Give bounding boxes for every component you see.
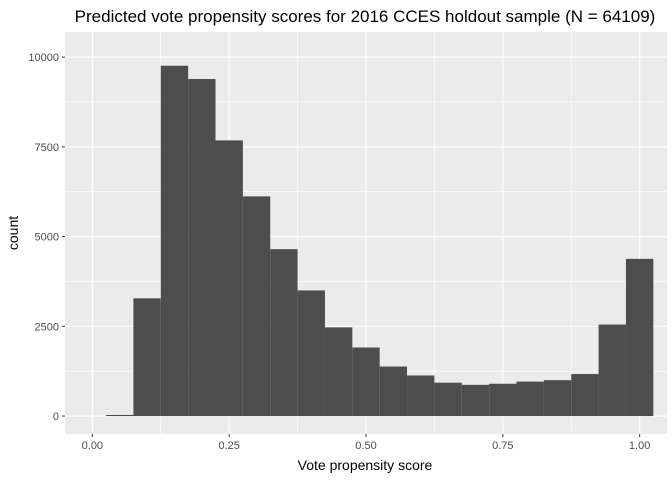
x-tick-label: 0.00 (82, 440, 103, 452)
y-axis: 0 2500 5000 7500 10000 (28, 52, 65, 423)
y-tick-label: 10000 (28, 52, 59, 64)
y-tick-label: 7500 (35, 142, 59, 154)
histogram-bar (625, 258, 654, 417)
histogram-bar (242, 196, 271, 417)
histogram-bar (324, 327, 353, 417)
histogram-bar (543, 380, 572, 417)
histogram-bar (598, 324, 626, 417)
histogram-bar (188, 79, 216, 417)
histogram-bar (461, 384, 490, 417)
y-axis-title: count (5, 216, 21, 250)
histogram-bar (407, 375, 435, 417)
histogram-bar (516, 381, 544, 417)
histogram-bar (352, 347, 380, 417)
histogram-bar (379, 366, 408, 417)
histogram-bar (297, 290, 325, 417)
histogram-bar (434, 382, 462, 417)
x-tick-label: 0.50 (355, 440, 376, 452)
histogram-bar (270, 249, 298, 417)
histogram-bar (133, 298, 161, 417)
x-axis-title: Vote propensity score (298, 457, 433, 473)
x-tick-label: 0.75 (492, 440, 513, 452)
histogram-bar (489, 383, 517, 417)
chart-title: Predicted vote propensity scores for 201… (75, 7, 656, 26)
y-tick-label: 0 (53, 411, 59, 423)
histogram-bar (215, 140, 243, 417)
histogram-bars (106, 65, 654, 417)
y-tick-label: 5000 (35, 232, 59, 244)
y-tick-label: 2500 (35, 321, 59, 333)
x-axis: 0.00 0.25 0.50 0.75 1.00 (82, 434, 650, 452)
histogram-bar (106, 414, 134, 417)
histogram-bar (571, 374, 599, 417)
x-tick-label: 1.00 (629, 440, 650, 452)
histogram-bar (160, 65, 189, 417)
x-tick-label: 0.25 (218, 440, 239, 452)
